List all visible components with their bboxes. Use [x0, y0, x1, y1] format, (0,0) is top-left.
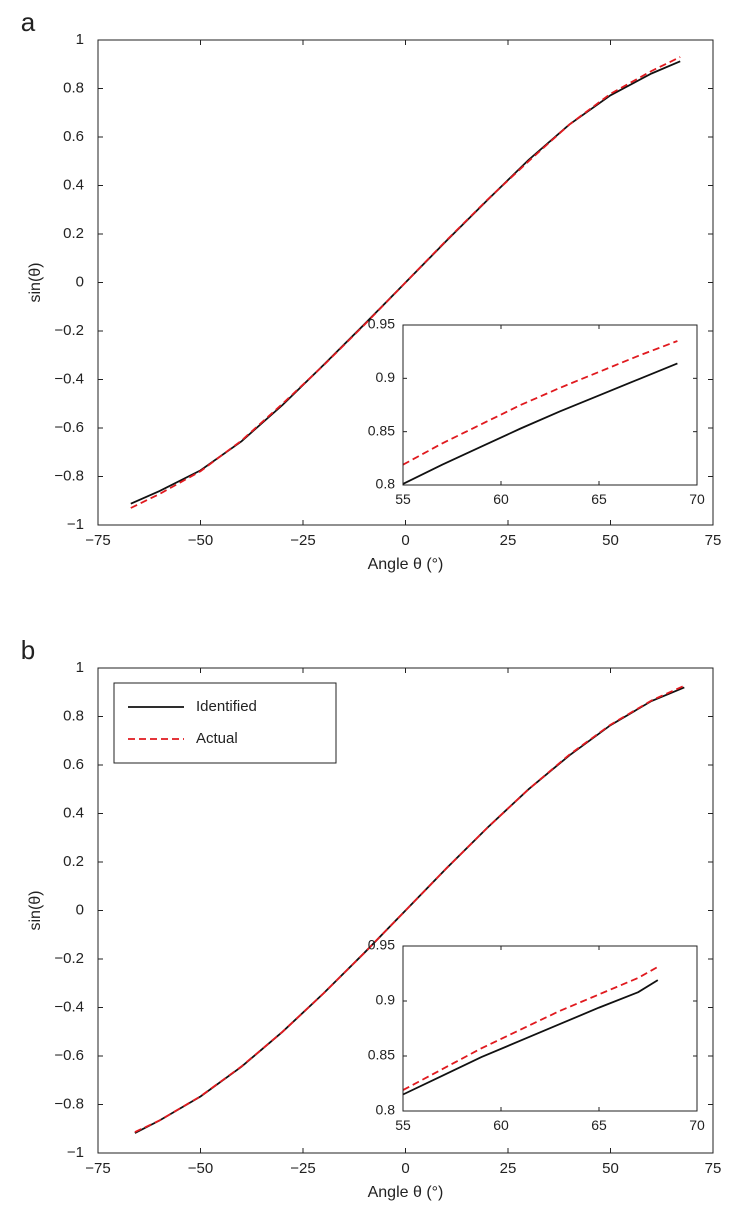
y-tick-label: 0 [76, 901, 84, 918]
y-tick-label: −0.8 [54, 1095, 84, 1112]
inset-frame-border [402, 945, 698, 1112]
inset-x-tick-label: 65 [591, 1117, 607, 1133]
y-tick-label: −0.6 [54, 1047, 84, 1064]
x-axis-label: Angle θ (°) [368, 1184, 444, 1201]
inset-frame [402, 324, 698, 486]
inset-y-tick-label: 0.85 [368, 1047, 395, 1063]
x-tick-label: −50 [188, 532, 213, 549]
y-tick-label: −1 [67, 1144, 84, 1161]
x-tick-label: 25 [500, 532, 517, 549]
inset: 55 60 65 70 0.95 0.9 0.85 0.8 [368, 316, 705, 507]
x-axis-label: Angle θ (°) [368, 556, 444, 573]
inset-x-tick-label: 55 [395, 1117, 411, 1133]
inset-x-tick-label: 60 [493, 491, 509, 507]
x-tick-label: −25 [290, 532, 315, 549]
y-tick-label: −0.8 [54, 467, 84, 484]
y-tick-label: 0 [76, 273, 84, 290]
inset-frame-border [402, 324, 698, 486]
inset-y-tick-label: 0.95 [368, 937, 395, 953]
inset-series-line-1 [402, 966, 659, 1091]
x-tick-label: −75 [85, 1160, 110, 1177]
y-tick-label: 0.4 [63, 176, 84, 193]
inset-y-tick-label: 0.8 [376, 1102, 396, 1118]
x-tick-label: 0 [401, 1160, 409, 1177]
y-axis-label: sin(θ) [27, 262, 44, 302]
legend-label-1: Actual [196, 730, 238, 747]
inset-x-tick-label: 70 [689, 491, 705, 507]
panel-label: b [21, 635, 35, 665]
series-line-1 [130, 56, 681, 509]
legend: Identified Actual [113, 682, 337, 764]
inset-y-tick-label: 0.95 [368, 316, 395, 332]
inset-y-tick-label: 0.9 [376, 369, 396, 385]
x-tick-label: 75 [705, 532, 722, 549]
inset-series-line-0 [402, 362, 678, 485]
x-tick-label: 50 [602, 1160, 619, 1177]
inset-y-tick-label: 0.8 [376, 476, 396, 492]
y-tick-label: 0.6 [63, 756, 84, 773]
y-tick-label: −0.6 [54, 419, 84, 436]
x-tick-label: −75 [85, 532, 110, 549]
y-tick-label: −0.4 [54, 370, 84, 387]
series-line-1 [134, 684, 685, 1133]
y-axis-label: sin(θ) [27, 890, 44, 930]
y-tick-label: −0.2 [54, 950, 84, 967]
x-tick-label: 50 [602, 532, 619, 549]
y-tick-label: 0.6 [63, 128, 84, 145]
inset-x-tick-label: 60 [493, 1117, 509, 1133]
y-tick-label: 1 [76, 659, 84, 676]
legend-box [113, 682, 337, 764]
inset-x-tick-label: 65 [591, 491, 607, 507]
inset-series-line-0 [402, 979, 659, 1096]
x-tick-label: 0 [401, 532, 409, 549]
inset-y-tick-label: 0.85 [368, 422, 395, 438]
legend-label-0: Identified [196, 698, 257, 715]
y-tick-label: −1 [67, 516, 84, 533]
y-tick-label: 0.2 [63, 853, 84, 870]
y-tick-label: 0.2 [63, 225, 84, 242]
y-tick-label: −0.4 [54, 998, 84, 1015]
y-tick-label: 0.8 [63, 707, 84, 724]
y-tick-label: 1 [76, 31, 84, 48]
inset-y-tick-label: 0.9 [376, 992, 396, 1008]
panel-b: b −75 −50 −25 0 25 50 75 1 0.8 0.6 0.4 0.2 0 −0.2 −0.4 −… [21, 635, 722, 1201]
panel-a: a −75 −50 −25 0 25 50 75 1 0.8 0.6 0.4 0.2 0 −0.2 −0.4 −… [21, 7, 722, 573]
y-tick-label: 0.4 [63, 804, 84, 821]
x-tick-label: 75 [705, 1160, 722, 1177]
inset-x-tick-label: 55 [395, 491, 411, 507]
x-tick-label: −25 [290, 1160, 315, 1177]
x-tick-label: 25 [500, 1160, 517, 1177]
panel-label: a [21, 7, 36, 37]
y-tick-label: −0.2 [54, 322, 84, 339]
inset: 55 60 65 70 0.95 0.9 0.85 0.8 [368, 937, 705, 1133]
inset-x-tick-label: 70 [689, 1117, 705, 1133]
y-tick-label: 0.8 [63, 79, 84, 96]
x-tick-label: −50 [188, 1160, 213, 1177]
